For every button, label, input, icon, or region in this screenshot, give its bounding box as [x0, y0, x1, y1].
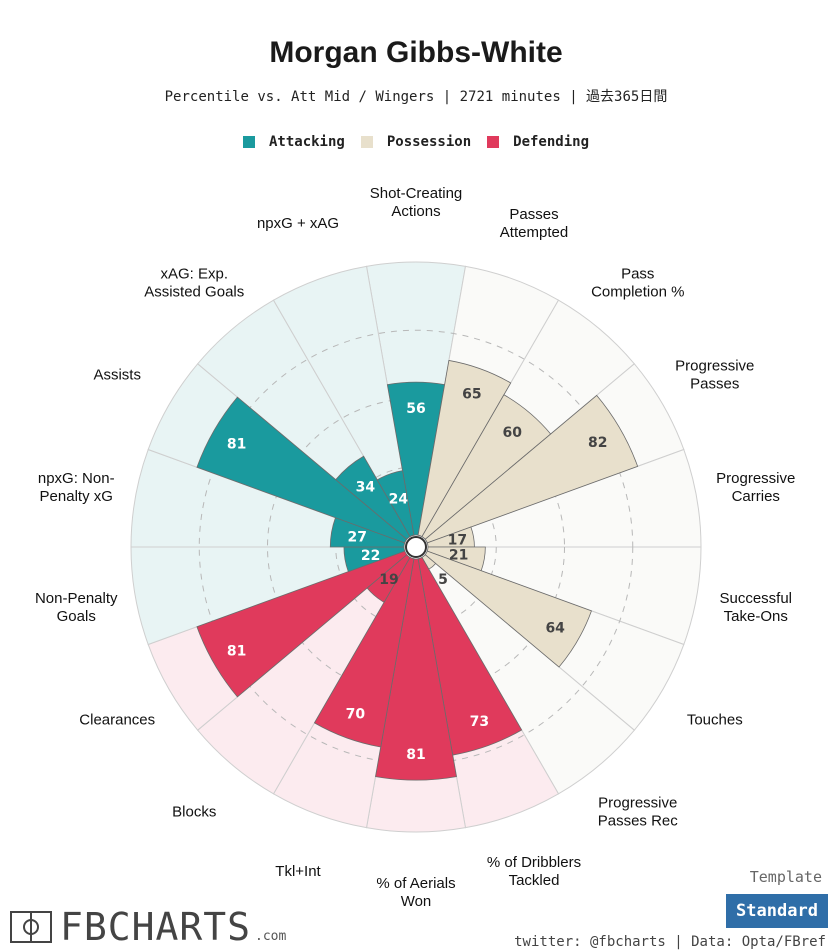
value-label: 70 [346, 706, 366, 722]
category-label: % of Aerials Won [376, 875, 455, 910]
value-label: 60 [503, 425, 523, 441]
value-label: 27 [347, 530, 366, 546]
value-label: 24 [389, 492, 409, 508]
legend: Attacking Possession Defending [0, 134, 832, 150]
value-label: 81 [227, 644, 246, 660]
legend-swatch-defending [487, 136, 500, 148]
center-hub [405, 536, 427, 558]
value-label: 73 [470, 714, 489, 730]
bar-10 [313, 556, 415, 748]
bar-6 [424, 550, 592, 668]
value-label: 5 [438, 572, 448, 588]
category-label: npxG + xAG [257, 215, 339, 232]
value-label: 34 [356, 480, 376, 496]
template-button[interactable]: Standard [726, 894, 828, 928]
value-label: 22 [361, 548, 380, 564]
category-label: xAG: Exp. Assisted Goals [144, 266, 244, 301]
value-label: 82 [588, 435, 607, 451]
legend-item-possession: Possession [360, 134, 472, 150]
category-label: Touches [687, 712, 743, 729]
bar-9 [375, 558, 457, 781]
legend-label-defending: Defending [513, 134, 589, 150]
legend-item-defending: Defending [487, 134, 589, 150]
bar-15 [196, 396, 408, 544]
value-label: 56 [406, 401, 425, 417]
fbcharts-logo: FBCHARTS .com [10, 908, 286, 946]
legend-swatch-possession [360, 136, 373, 148]
category-label: % of Dribblers Tackled [487, 854, 581, 889]
category-label: npxG: Non-Penalty xG [38, 470, 115, 505]
legend-swatch-attacking [242, 136, 255, 148]
value-label: 81 [227, 436, 246, 452]
legend-item-attacking: Attacking [242, 134, 345, 150]
value-label: 19 [379, 572, 398, 588]
pitch-icon [10, 911, 52, 943]
brand-suffix: .com [255, 929, 287, 944]
category-label: Passes Attempted [500, 206, 568, 241]
bar-1 [417, 359, 512, 538]
template-label: Template [749, 868, 822, 886]
footer-credit: twitter: @fbcharts | Data: Opta/FBref [514, 934, 826, 950]
legend-label-attacking: Attacking [268, 134, 345, 150]
category-label: Clearances [79, 712, 155, 729]
chart-title: Morgan Gibbs-White [269, 36, 563, 69]
category-label: Non-Penalty Goals [35, 590, 118, 625]
category-label: Progressive Passes Rec [598, 794, 679, 829]
legend-label-possession: Possession [386, 134, 472, 150]
brand-name: FBCHARTS [60, 905, 252, 949]
bar-17 [376, 470, 415, 538]
value-label: 65 [462, 386, 481, 402]
category-label: Progressive Passes [675, 358, 754, 393]
category-label: Tkl+Int [275, 863, 321, 880]
category-label: Assists [93, 367, 141, 384]
value-label: 64 [545, 620, 565, 636]
value-label: 17 [448, 533, 467, 549]
category-label: Successful Take-Ons [719, 590, 792, 625]
category-label: Pass Completion % [591, 266, 684, 301]
bar-12 [196, 550, 408, 698]
category-label: Progressive Carries [716, 470, 795, 505]
category-label: Shot-Creating Actions [370, 185, 463, 220]
category-label: Blocks [172, 803, 216, 820]
value-label: 21 [449, 548, 468, 564]
chart-subtitle: Percentile vs. Att Mid / Wingers | 2721 … [164, 89, 668, 105]
value-label: 81 [406, 747, 425, 763]
bar-3 [424, 394, 639, 544]
